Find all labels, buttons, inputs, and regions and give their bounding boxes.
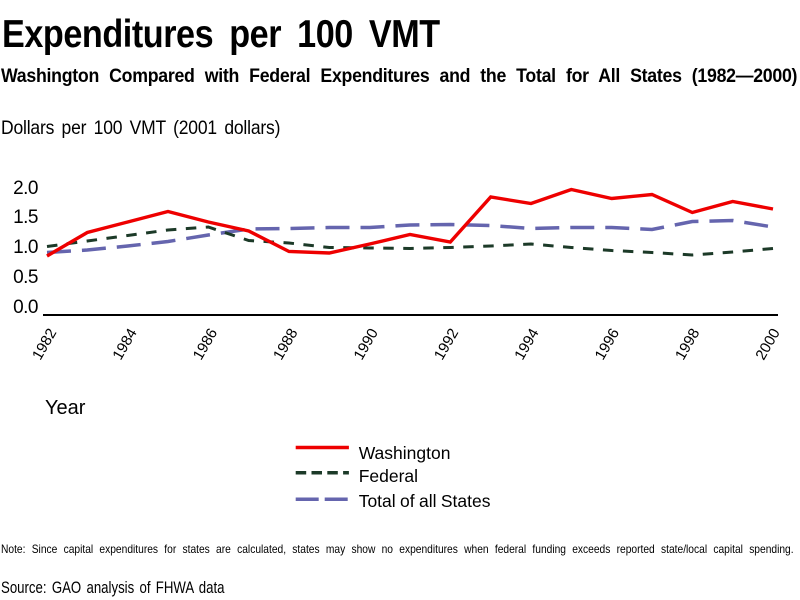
svg-text:1998: 1998 [672, 326, 703, 363]
svg-text:1986: 1986 [190, 326, 221, 363]
svg-text:1996: 1996 [592, 326, 623, 363]
svg-text:1988: 1988 [270, 326, 301, 363]
svg-text:1982: 1982 [29, 326, 60, 363]
svg-text:2000: 2000 [752, 326, 783, 363]
svg-text:1990: 1990 [350, 326, 381, 363]
svg-text:1992: 1992 [431, 326, 462, 363]
svg-text:1994: 1994 [511, 326, 542, 363]
svg-text:1984: 1984 [109, 326, 140, 363]
